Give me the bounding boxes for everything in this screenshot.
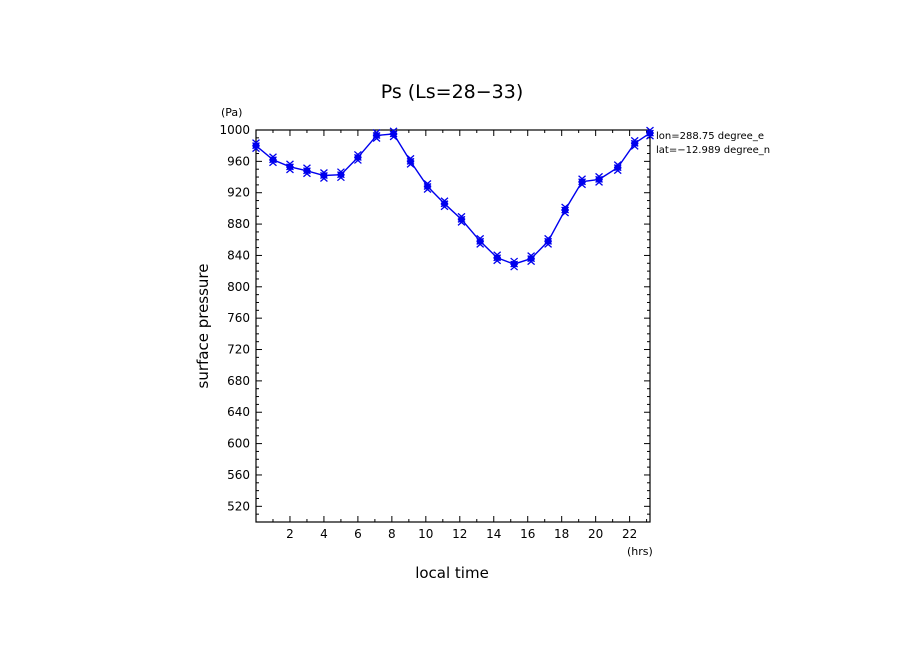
x-tick-label: 22 — [622, 527, 637, 541]
data-point — [631, 140, 638, 147]
y-tick-label: 1000 — [219, 123, 250, 137]
data-point — [269, 156, 276, 163]
y-tick-label: 720 — [227, 343, 250, 357]
x-unit-label: (hrs) — [627, 545, 653, 558]
x-tick-label: 16 — [520, 527, 535, 541]
data-point — [253, 142, 259, 149]
plot-area: 2 4 6 8 10 12 14 16 18 20 22 520 560 600 640 680 720 760 8… — [219, 123, 654, 541]
y-tick-label: 960 — [227, 154, 250, 168]
data-point — [647, 130, 653, 137]
chart-title: Ps (Ls=28−33) — [381, 81, 524, 103]
y-tick-label: 800 — [227, 280, 250, 294]
x-axis-label: local time — [415, 564, 489, 582]
y-tick-label: 520 — [227, 499, 250, 513]
data-point — [511, 261, 518, 268]
data-point — [303, 167, 310, 174]
data-point — [596, 176, 603, 183]
series-line — [255, 132, 651, 265]
y-tick-label: 760 — [227, 311, 250, 325]
y-axis-label: surface pressure — [194, 264, 212, 389]
data-point — [424, 183, 431, 190]
data-point — [545, 238, 552, 245]
data-point — [320, 172, 327, 179]
x-tick-label: 18 — [554, 527, 569, 541]
annotation-lon: lon=288.75 degree_e — [656, 131, 764, 142]
y-tick-label: 560 — [227, 468, 250, 482]
x-tick-label: 20 — [588, 527, 603, 541]
data-point — [528, 255, 535, 262]
y-tick-label: 880 — [227, 217, 250, 231]
y-unit-label: (Pa) — [221, 106, 242, 119]
x-tick-label: 12 — [452, 527, 467, 541]
y-tick-label: 600 — [227, 437, 250, 451]
data-point — [390, 130, 397, 137]
x-tick-label: 14 — [486, 527, 501, 541]
data-point — [494, 254, 501, 261]
x-tick-label: 10 — [418, 527, 433, 541]
data-point — [407, 158, 414, 165]
data-point — [458, 216, 465, 223]
y-tick-label: 680 — [227, 374, 250, 388]
x-tick-label: 6 — [354, 527, 362, 541]
data-point — [354, 154, 361, 161]
x-tick-label: 8 — [388, 527, 396, 541]
annotation-clip — [778, 125, 818, 160]
data-point — [477, 238, 484, 245]
x-tick-label: 4 — [320, 527, 328, 541]
y-tick-label: 640 — [227, 405, 250, 419]
data-point — [614, 164, 621, 171]
data-point — [373, 132, 380, 139]
annotation-lat: lat=−12.989 degree_n — [656, 145, 770, 156]
plot-frame — [255, 129, 651, 523]
x-tick-label: 2 — [286, 527, 294, 541]
y-tick-label: 840 — [227, 248, 250, 262]
data-point — [286, 163, 293, 170]
data-point — [579, 178, 586, 185]
y-tick-label: 920 — [227, 186, 250, 200]
data-point — [441, 200, 448, 207]
data-point — [562, 206, 569, 213]
data-point — [337, 171, 344, 178]
